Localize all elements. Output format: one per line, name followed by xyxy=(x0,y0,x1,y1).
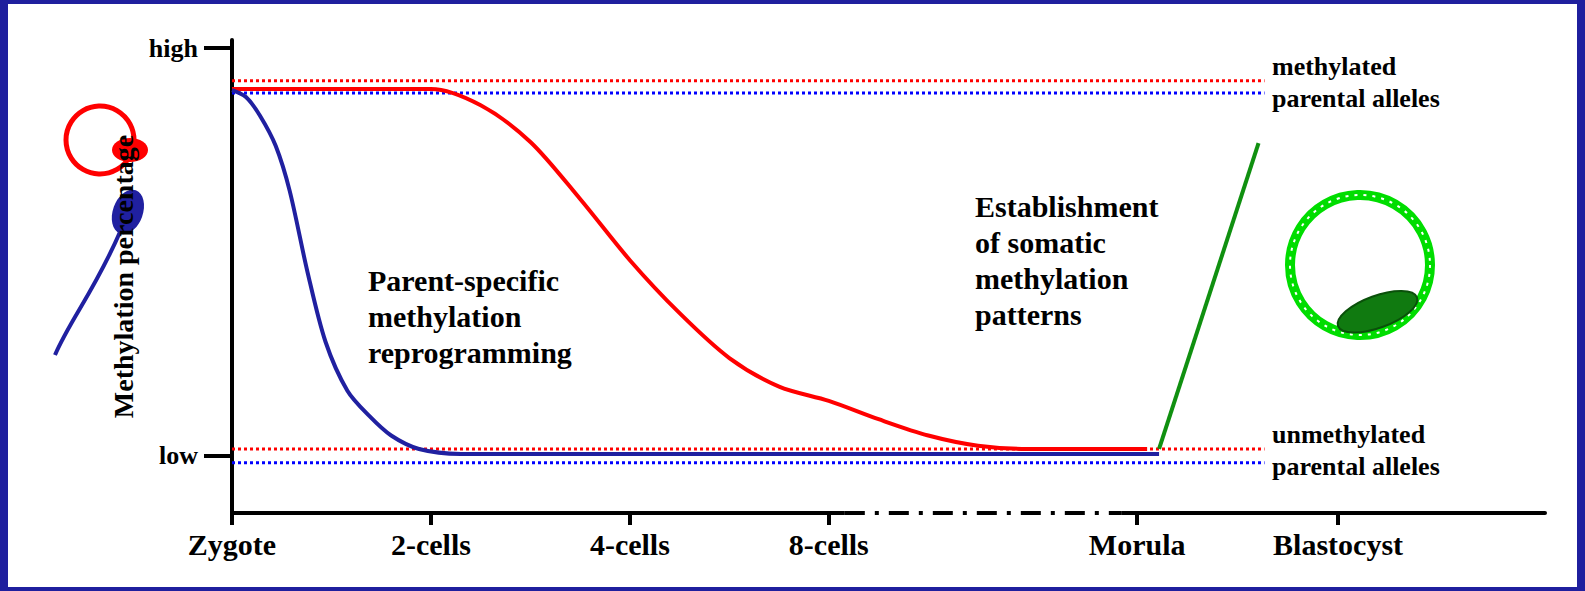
svg-text:Zygote: Zygote xyxy=(188,528,276,561)
svg-text:methylation: methylation xyxy=(975,262,1129,295)
svg-text:Establishment: Establishment xyxy=(975,190,1158,223)
svg-text:Parent-specific: Parent-specific xyxy=(368,264,559,297)
svg-text:4-cells: 4-cells xyxy=(590,528,670,561)
svg-text:Blastocyst: Blastocyst xyxy=(1273,528,1403,561)
svg-text:8-cells: 8-cells xyxy=(789,528,869,561)
svg-text:patterns: patterns xyxy=(975,298,1082,331)
svg-text:methylation: methylation xyxy=(368,300,522,333)
svg-text:2-cells: 2-cells xyxy=(391,528,471,561)
svg-text:of somatic: of somatic xyxy=(975,226,1106,259)
svg-text:Morula: Morula xyxy=(1089,528,1186,561)
svg-text:Methylation percentage: Methylation percentage xyxy=(108,135,139,418)
svg-text:low: low xyxy=(159,441,198,470)
svg-text:methylated: methylated xyxy=(1272,52,1397,81)
svg-text:parental alleles: parental alleles xyxy=(1272,452,1440,481)
svg-text:unmethylated: unmethylated xyxy=(1272,420,1426,449)
svg-text:parental alleles: parental alleles xyxy=(1272,84,1440,113)
svg-text:high: high xyxy=(149,34,199,63)
svg-text:reprogramming: reprogramming xyxy=(368,336,572,369)
